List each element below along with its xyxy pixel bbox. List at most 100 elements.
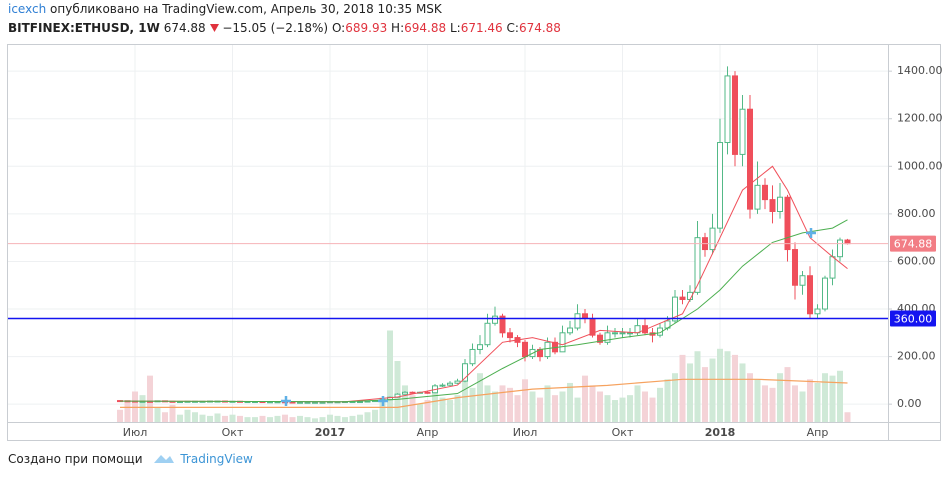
volume-bar xyxy=(312,418,318,422)
candle-body xyxy=(567,327,573,334)
volume-bar xyxy=(364,412,371,422)
volume-bar xyxy=(447,400,453,422)
candle-body xyxy=(844,239,851,245)
volume-bar xyxy=(289,417,296,422)
candle-body xyxy=(784,196,791,251)
x-tick-label: Июл xyxy=(123,426,148,439)
candle-body xyxy=(814,308,821,315)
x-tick-label: 2018 xyxy=(705,426,736,439)
volume-bar xyxy=(657,387,663,422)
candle-body xyxy=(409,391,416,394)
value: 674.88 xyxy=(518,21,561,35)
candle-body xyxy=(777,196,783,212)
volume-bar xyxy=(739,363,746,422)
volume-bar xyxy=(627,395,633,422)
candle-body xyxy=(679,296,686,301)
volume-bar xyxy=(372,409,378,422)
candle-body xyxy=(544,341,551,358)
candle-body xyxy=(694,237,701,293)
volume-bar xyxy=(424,400,431,422)
volume-bar xyxy=(199,414,206,422)
price-label: 360.00 xyxy=(894,313,933,326)
candle-body xyxy=(829,256,836,279)
candle-body xyxy=(477,344,483,350)
candle-body xyxy=(439,384,446,387)
down-arrow xyxy=(209,24,219,32)
event-icon[interactable] xyxy=(378,396,388,406)
volume-bar xyxy=(709,358,716,422)
volume-bar xyxy=(417,403,423,422)
candle-body xyxy=(792,249,798,286)
candle-body xyxy=(559,332,566,353)
y-tick-label: 0.00 xyxy=(897,397,922,410)
volume-bar xyxy=(754,379,761,422)
candle-body xyxy=(304,401,311,404)
volume-bar xyxy=(529,391,536,422)
volume-bar xyxy=(319,417,326,422)
event-icon[interactable] xyxy=(281,396,291,406)
volume-bar xyxy=(664,379,671,422)
brand[interactable]: TradingView xyxy=(180,452,253,466)
logo xyxy=(154,455,175,463)
volume-bar xyxy=(822,373,828,422)
candle-body xyxy=(762,184,768,201)
candle-body xyxy=(754,184,761,210)
value: 671.46 xyxy=(460,21,503,35)
candle-body xyxy=(507,332,513,339)
publish-line: icexch опубликовано на TradingView.com, … xyxy=(8,2,442,16)
volume-bar xyxy=(349,415,356,422)
volume-bar xyxy=(537,397,543,422)
volume-bar xyxy=(477,373,483,422)
volume-bar xyxy=(649,397,656,422)
volume-bar xyxy=(732,354,738,422)
volume-bar xyxy=(792,385,798,422)
volume-bar xyxy=(807,379,813,422)
volume-bar xyxy=(762,385,768,422)
volume-bar xyxy=(222,415,228,422)
volume-bar xyxy=(679,354,686,422)
author[interactable]: icexch xyxy=(8,2,47,16)
volume-bar xyxy=(229,414,236,422)
volume-bar xyxy=(574,397,581,422)
x-tick-label: 2017 xyxy=(315,426,346,439)
event-icon[interactable] xyxy=(806,228,816,238)
volume-bar xyxy=(379,397,386,422)
ohlc-c: C:674.88 xyxy=(507,21,561,35)
volume-bar xyxy=(604,395,611,422)
footer: Создано при помощи TradingView xyxy=(8,451,253,466)
volume-bar xyxy=(484,385,491,422)
ohlc-o: O:689.93 xyxy=(332,21,387,35)
volume-bar xyxy=(252,417,258,422)
candle-body xyxy=(484,322,491,346)
volume-bar xyxy=(117,409,123,422)
candle-body xyxy=(297,401,303,404)
candle-body xyxy=(747,108,753,210)
volume-bar xyxy=(162,412,168,422)
volume-bar xyxy=(432,391,438,422)
volume-bar xyxy=(462,379,468,422)
volume-bar xyxy=(844,412,851,422)
candle-body xyxy=(447,382,453,386)
candle-body xyxy=(709,227,716,251)
key: O: xyxy=(331,21,346,35)
candle-body xyxy=(522,341,528,358)
volume-bar xyxy=(192,412,198,422)
volume-bar xyxy=(267,417,273,422)
volume-bar xyxy=(544,385,551,422)
published: опубликовано на TradingView.com, Апрель … xyxy=(50,2,442,16)
volume-bar xyxy=(582,375,588,422)
volume-bar xyxy=(522,379,528,422)
moving-average xyxy=(119,219,848,403)
volume-bar xyxy=(694,351,701,422)
candle-body xyxy=(597,334,603,343)
y-tick-label: 1400.00 xyxy=(897,64,943,77)
footer-text: Создано при помощи xyxy=(8,452,143,466)
volume-bar xyxy=(387,330,393,422)
volume-bar xyxy=(507,387,513,422)
volume-bar xyxy=(597,391,603,422)
volume-bar xyxy=(589,385,596,422)
volume-bar xyxy=(784,367,791,422)
x-tick-label: Апр xyxy=(417,426,439,439)
volume-bar xyxy=(184,409,191,422)
